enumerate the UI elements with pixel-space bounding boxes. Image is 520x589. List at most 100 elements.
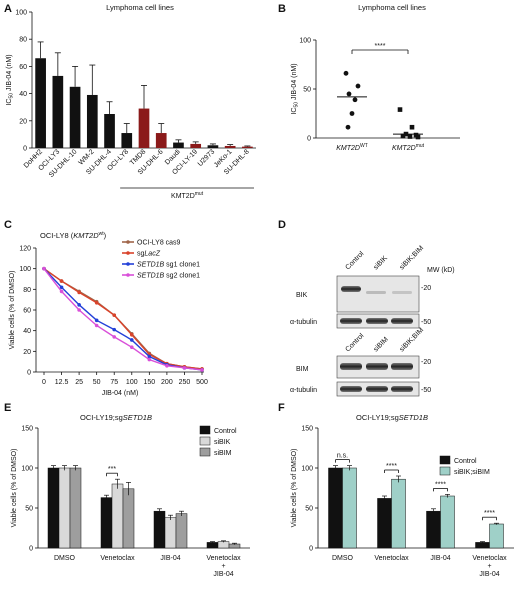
blot-row-tubulin-bottom-label: α-tubulin	[290, 387, 317, 394]
chart-e-y-tick-label: 0	[29, 546, 33, 553]
chart-f-bar	[489, 523, 504, 549]
chart-a-bar	[173, 142, 184, 148]
blot-band-bim-sibim	[366, 363, 388, 370]
chart-e-y-tick-label: 150	[21, 426, 33, 433]
chart-f-x-tick-label: +	[487, 563, 491, 570]
chart-f-x-tick-label: JIB-04	[479, 571, 499, 578]
chart-c-y-tick-label: 100	[19, 266, 31, 273]
chart-c-x-tick-label: 150	[143, 379, 155, 386]
chart-e-title: OCI-LY19;sgSETD1B	[80, 413, 152, 422]
chart-c-point	[77, 290, 81, 295]
blot-top-lane-2: siBIK	[372, 255, 389, 272]
blot-band-bik-sibik	[366, 291, 386, 294]
chart-c-point	[129, 345, 134, 350]
chart-c-y-tick-label: 0	[27, 370, 31, 377]
chart-b-point	[407, 134, 413, 139]
chart-c-x-tick-label: 500	[196, 379, 208, 386]
blot-row-bik-mw: -20	[421, 285, 431, 292]
chart-a-ic50-bars: Lymphoma cell lines 0 20 40 60 80 100 IC50 JIB-…	[6, 3, 256, 200]
chart-f-legend-swatch	[439, 455, 451, 465]
chart-a-bar	[69, 86, 81, 148]
chart-c-point	[112, 313, 117, 317]
chart-f-bar	[391, 478, 406, 549]
chart-f-legend-label: siBIK;siBIM	[454, 469, 490, 476]
chart-e-bar	[175, 513, 188, 549]
chart-c-point	[129, 338, 134, 342]
chart-e-bar	[217, 541, 230, 549]
chart-f-x-tick-label: DMSO	[332, 555, 354, 562]
chart-e-x-tick-label: JIB-04	[160, 555, 180, 562]
chart-e-bar	[100, 497, 113, 549]
panel-letter-c: C	[4, 219, 12, 231]
chart-c-y-axis-title: Viable cells (% of DMSO)	[9, 271, 16, 350]
chart-f-bar	[342, 467, 357, 549]
chart-a-y-tick-label: 60	[19, 64, 27, 71]
chart-f-title: OCI-LY19;sgSETD1B	[356, 413, 428, 422]
chart-c-point	[59, 285, 64, 290]
chart-e-legend-label: Control	[214, 428, 237, 435]
blot-band-tubulin-bottom-1	[340, 386, 362, 392]
blot-row-bik-label: BIK	[296, 292, 308, 299]
panel-letter-e: E	[4, 402, 11, 414]
chart-a-bar	[86, 94, 98, 148]
chart-a-bar	[138, 108, 150, 148]
chart-e-x-tick-label: JIB-04	[213, 571, 233, 578]
panel-letter-d: D	[278, 219, 286, 231]
chart-a-title: Lymphoma cell lines	[106, 3, 174, 12]
chart-c-y-tick-label: 80	[23, 287, 31, 294]
chart-a-bar	[35, 58, 46, 148]
chart-b-title: Lymphoma cell lines	[358, 3, 426, 12]
chart-a-bar	[207, 145, 219, 148]
chart-b-point	[346, 91, 352, 97]
chart-b-point	[397, 107, 403, 112]
chart-c-legend-label: SETD1B sg2 clone1	[137, 273, 200, 280]
chart-f-significance: ****	[386, 463, 397, 470]
chart-c-x-tick-label: 75	[110, 379, 118, 386]
chart-c-legend-label: SETD1B sg1 clone1	[137, 262, 200, 269]
chart-b-point	[400, 133, 406, 139]
chart-f-significance: ****	[435, 481, 446, 488]
chart-a-y-tick-label: 20	[19, 118, 27, 125]
chart-f-y-axis-title: Viable cells (% of DMSO)	[291, 449, 298, 528]
blot-top-lane-1: Control	[344, 250, 365, 271]
chart-e-significance: ***	[108, 466, 116, 473]
chart-b-point	[409, 124, 415, 130]
chart-e-x-tick-label: Venetoclax	[100, 555, 135, 562]
chart-c-y-tick-label: 60	[23, 308, 31, 315]
chart-c-title: OCI-LY8 (KMT2Dwt)	[40, 231, 107, 240]
blot-row-tubulin-top-mw: -50	[421, 319, 431, 326]
chart-a-y-tick-label: 100	[15, 10, 27, 17]
chart-e-bar	[206, 542, 219, 549]
chart-c-point	[77, 303, 81, 307]
chart-b-point	[403, 131, 409, 137]
chart-c-series-line	[43, 268, 203, 371]
chart-c-point	[129, 333, 134, 337]
chart-e-legend-label: siBIM	[214, 450, 232, 457]
blot-mw-label: MW (kD)	[427, 267, 455, 274]
chart-b-x-tick-label: KMT2Dmut	[392, 143, 425, 152]
chart-c-x-tick-label: 250	[179, 379, 191, 386]
blot-top-lane-3: siBIK;BIM	[398, 245, 425, 272]
chart-c-series-line	[43, 268, 203, 370]
blot-row-bim-mw: -20	[421, 359, 431, 366]
chart-e-bar	[58, 467, 71, 549]
chart-e-legend-swatch	[199, 425, 211, 435]
chart-b-point	[343, 70, 349, 76]
chart-c-x-tick-label: 0	[42, 379, 46, 386]
blot-band-tubulin-top-3	[391, 318, 413, 324]
chart-c-point	[165, 364, 169, 368]
chart-a-y-tick-label: 40	[19, 91, 27, 98]
chart-c-point	[94, 300, 99, 305]
chart-c-legend-marker	[126, 240, 130, 244]
blot-band-bim-sibikbim	[391, 363, 413, 370]
chart-a-y-axis-title: IC50 JIB-04 (nM)	[6, 54, 15, 105]
chart-a-bar	[190, 143, 202, 148]
chart-e-x-tick-label: Venetoclax	[206, 555, 241, 562]
chart-f-y-tick-label: 50	[305, 506, 313, 513]
chart-b-y-tick-label: 100	[299, 38, 311, 45]
chart-c-x-tick-label: 200	[161, 379, 173, 386]
chart-c-point	[147, 357, 152, 362]
chart-c-point	[182, 366, 187, 370]
chart-f-bar	[328, 467, 343, 549]
chart-c-point	[94, 323, 99, 328]
